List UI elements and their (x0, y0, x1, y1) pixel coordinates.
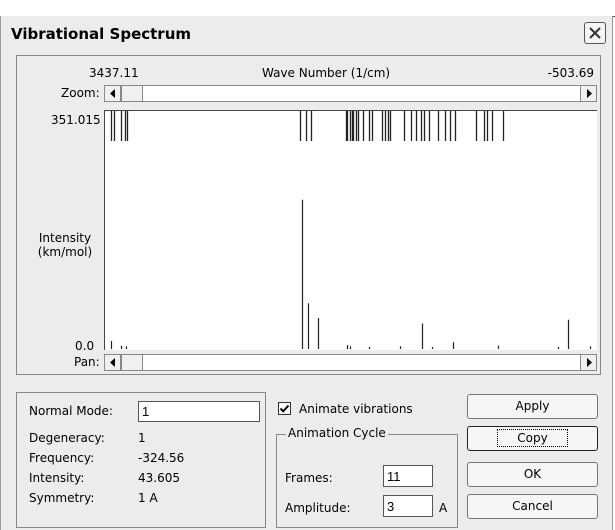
spectrum-svg (110, 111, 592, 349)
cancel-button-label: Cancel (512, 499, 553, 513)
wave-number-right: -503.69 (547, 66, 594, 80)
intensity-value: 43.605 (138, 471, 180, 485)
wave-number-axis-label: Wave Number (1/cm) (262, 66, 391, 80)
spectrum-plot[interactable] (104, 110, 597, 350)
animation-cycle-legend: Animation Cycle (286, 426, 388, 440)
y-axis-max: 351.015 (51, 113, 101, 127)
arrow-left-icon (110, 89, 115, 98)
arrow-left-icon (110, 358, 115, 367)
close-icon (589, 27, 601, 39)
frames-input[interactable] (383, 465, 433, 487)
vibrational-spectrum-dialog: Vibrational Spectrum 3437.11 Wave Number… (0, 16, 613, 530)
spectrum-panel: 3437.11 Wave Number (1/cm) -503.69 Zoom:… (16, 55, 601, 375)
degeneracy-value: 1 (138, 431, 146, 445)
mode-info-panel: Normal Mode: Degeneracy: 1 Frequency: -3… (16, 392, 266, 528)
amplitude-label: Amplitude: (285, 501, 351, 515)
y-axis-label: Intensity (km/mol) (35, 231, 95, 259)
pan-right-button[interactable] (580, 355, 596, 370)
title-bar: Vibrational Spectrum (1, 16, 612, 50)
checkmark-icon (279, 404, 290, 413)
zoom-label: Zoom: (61, 86, 100, 100)
arrow-right-icon (587, 358, 592, 367)
frequency-label: Frequency: (29, 451, 95, 465)
window-title: Vibrational Spectrum (11, 25, 192, 43)
animate-vibrations-checkbox[interactable] (278, 402, 291, 415)
apply-button[interactable]: Apply (467, 394, 598, 419)
y-axis-min: 0.0 (75, 339, 95, 353)
ok-button-label: OK (523, 467, 542, 481)
normal-mode-label: Normal Mode: (29, 404, 113, 418)
wave-number-left: 3437.11 (89, 66, 139, 80)
pan-label: Pan: (74, 355, 100, 369)
y-axis-label-line2: (km/mol) (37, 245, 93, 259)
y-axis-label-line1: Intensity (38, 231, 92, 245)
amplitude-input[interactable] (383, 495, 433, 517)
ok-button[interactable]: OK (467, 462, 598, 487)
copy-button-label: Copy (497, 429, 568, 447)
zoom-scroll-thumb[interactable] (121, 86, 143, 101)
pan-scrollbar[interactable] (104, 354, 597, 371)
intensity-label: Intensity: (29, 471, 85, 485)
pan-scroll-thumb[interactable] (121, 355, 143, 370)
frequency-value: -324.56 (138, 451, 185, 465)
animation-cycle-group: Animation Cycle Frames: Amplitude: A (276, 426, 458, 528)
arrow-right-icon (587, 89, 592, 98)
animate-vibrations-label[interactable]: Animate vibrations (299, 402, 413, 416)
zoom-right-button[interactable] (580, 86, 596, 101)
apply-button-label: Apply (515, 399, 550, 413)
close-button[interactable] (584, 22, 606, 44)
cancel-button[interactable]: Cancel (467, 494, 598, 519)
symmetry-value: 1 A (138, 491, 158, 505)
copy-button[interactable]: Copy (467, 426, 598, 451)
normal-mode-input[interactable] (138, 401, 260, 422)
amplitude-unit: A (439, 501, 448, 515)
symmetry-label: Symmetry: (29, 491, 95, 505)
degeneracy-label: Degeneracy: (29, 431, 105, 445)
zoom-scrollbar[interactable] (104, 85, 597, 102)
pan-left-button[interactable] (105, 355, 121, 370)
zoom-left-button[interactable] (105, 86, 121, 101)
frames-label: Frames: (285, 471, 333, 485)
